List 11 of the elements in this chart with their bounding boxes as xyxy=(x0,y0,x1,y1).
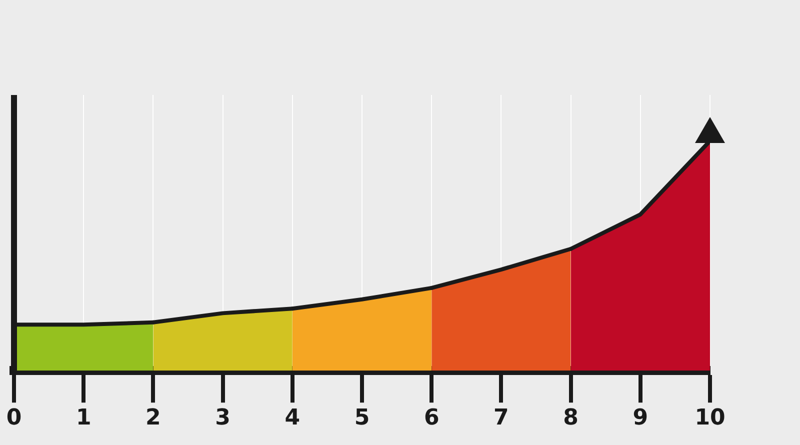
x-tick-label: 6 xyxy=(424,406,440,431)
x-tick-label: 10 xyxy=(694,406,726,431)
x-tick-label: 1 xyxy=(76,406,92,431)
x-tick-label: 0 xyxy=(6,406,22,431)
x-tick-label: 9 xyxy=(632,406,648,431)
x-tick-label: 5 xyxy=(354,406,370,431)
x-tick-label: 2 xyxy=(146,406,161,431)
x-tick-label: 4 xyxy=(284,406,300,431)
x-tick-label: 8 xyxy=(563,406,578,431)
x-tick-label: 7 xyxy=(494,406,509,431)
x-tick-label: 3 xyxy=(215,406,230,431)
